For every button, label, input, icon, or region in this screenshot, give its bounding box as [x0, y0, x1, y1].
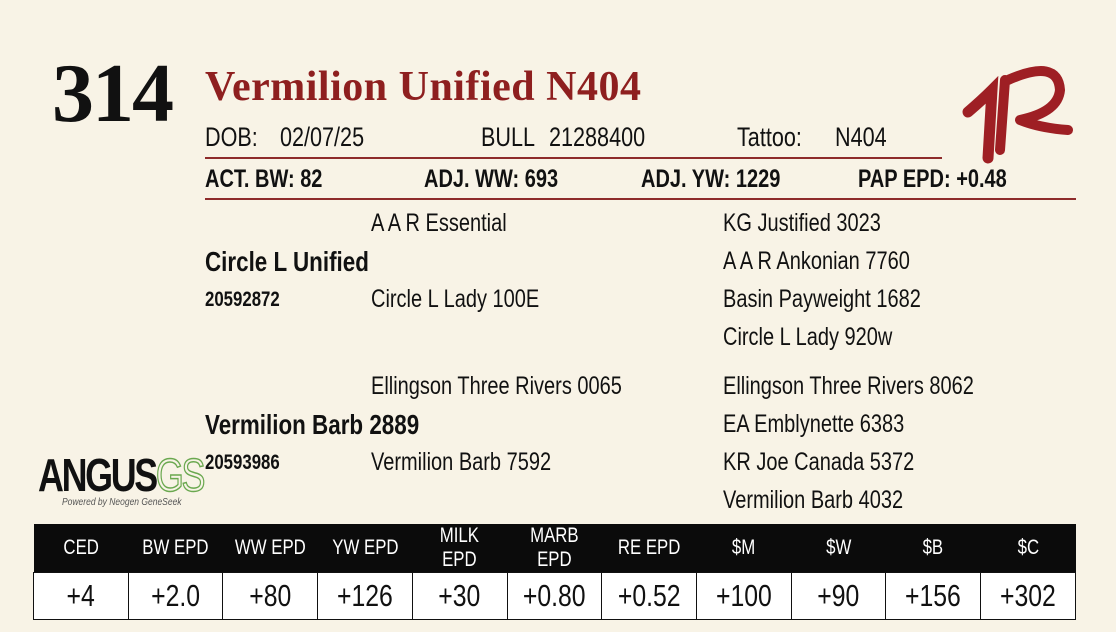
- epd-header: CED: [63, 536, 99, 559]
- epd-header-cell: WW EPD: [222, 524, 318, 573]
- epd-header-cell: $B: [885, 524, 981, 573]
- epd-value-cell: +0.80: [506, 572, 603, 620]
- epd-value-cell: +302: [980, 572, 1076, 620]
- great-grandparent: EA Emblynette 6383: [723, 409, 905, 438]
- performance-value: 693: [524, 165, 559, 193]
- performance-value: 82: [300, 165, 323, 193]
- great-grandparent: KR Joe Canada 5372: [723, 447, 915, 476]
- parent-registration: 20593986: [205, 450, 280, 474]
- epd-value: +126: [337, 578, 393, 613]
- animal-name: Vermilion Unified N404: [205, 64, 642, 110]
- epd-value-cell: +0.52: [601, 572, 698, 620]
- performance-value: +0.48: [956, 165, 1007, 193]
- great-grandparent: Basin Payweight 1682: [723, 284, 921, 313]
- epd-header-cell: $M: [696, 524, 792, 573]
- epd-header: WW EPD: [234, 536, 306, 559]
- epd-value: +2.0: [151, 578, 201, 613]
- great-grandparent: KG Justified 3023: [723, 208, 881, 237]
- epd-value: +30: [438, 578, 481, 613]
- epd-header: RE EPD: [617, 536, 681, 559]
- performance-label: ADJ. YW:: [641, 165, 731, 193]
- parent-name: Vermilion Barb 2889: [205, 409, 420, 440]
- great-grandparent: Ellingson Three Rivers 8062: [723, 371, 974, 400]
- great-grandparent: A A R Ankonian 7760: [723, 246, 910, 275]
- epd-value: +156: [905, 578, 962, 613]
- epd-header-cell: YW EPD: [317, 524, 413, 573]
- epd-header: BW EPD: [142, 536, 209, 559]
- epd-value: +80: [249, 578, 292, 613]
- epd-header: $C: [1017, 536, 1039, 559]
- epd-value-cell: +90: [790, 572, 887, 620]
- epd-value-cell: +100: [696, 572, 792, 620]
- epd-header: YW EPD: [331, 536, 399, 559]
- granddam: Vermilion Barb 7592: [371, 447, 552, 476]
- lot-number: 314: [52, 47, 174, 140]
- logo-suffix: GS: [155, 449, 206, 501]
- epd-value-cell: +2.0: [127, 572, 224, 620]
- brand-mark: [962, 66, 1073, 164]
- performance-label: PAP EPD:: [858, 165, 951, 193]
- epd-value: +0.80: [523, 578, 586, 613]
- performance-value: 1229: [735, 165, 781, 193]
- performance-item: PAP EPD: +0.48: [858, 167, 1007, 192]
- epd-header-cell: $W: [791, 524, 886, 573]
- dob: 02/07/25: [280, 122, 365, 152]
- epd-value: +0.52: [617, 578, 681, 613]
- epd-value-cell: +156: [885, 572, 982, 620]
- performance-label: ADJ. WW:: [424, 165, 520, 193]
- dob-label: DOB:: [205, 122, 258, 152]
- sex: BULL: [481, 122, 536, 152]
- epd-value: +302: [1000, 578, 1057, 613]
- epd-value: +90: [817, 578, 860, 613]
- performance-item: ACT. BW: 82: [205, 167, 322, 192]
- performance-label: ACT. BW:: [205, 165, 295, 193]
- registration: 21288400: [549, 122, 646, 152]
- epd-header: MARB EPD: [530, 524, 579, 571]
- parent-name: Circle L Unified: [205, 246, 369, 277]
- epd-header-cell: CED: [33, 524, 129, 573]
- performance-item: ADJ. YW: 1229: [641, 167, 780, 192]
- parent-registration: 20592872: [205, 287, 280, 311]
- epd-header: MILK EPD: [440, 524, 480, 571]
- logo: ANGUSGS: [38, 449, 206, 501]
- logo-tagline: Powered by Neogen GeneSeek: [62, 497, 182, 508]
- epd-header: $W: [826, 536, 852, 559]
- grandsire: A A R Essential: [371, 208, 507, 237]
- granddam: Circle L Lady 100E: [371, 284, 540, 313]
- epd-value-cell: +4: [33, 572, 129, 620]
- epd-header-cell: RE EPD: [601, 524, 697, 573]
- epd-header: $M: [732, 536, 756, 559]
- epd-table: CED BW EPD WW EPD YW EPD MILK EPD MARB EPD RE …: [33, 524, 1076, 620]
- tattoo: N404: [835, 122, 887, 152]
- logo-name: ANGUS: [38, 449, 158, 501]
- tattoo-label: Tattoo:: [737, 122, 802, 152]
- epd-value: +4: [66, 578, 95, 613]
- epd-header-cell: $C: [980, 524, 1076, 573]
- epd-value-cell: +30: [411, 572, 508, 620]
- epd-header-cell: BW EPD: [128, 524, 223, 573]
- epd-header-cell: MARB EPD: [507, 524, 602, 573]
- epd-value-cell: +80: [222, 572, 319, 620]
- epd-header: $B: [923, 536, 944, 559]
- great-grandparent: Circle L Lady 920w: [723, 322, 893, 351]
- rule: [205, 157, 942, 159]
- rule: [205, 198, 1076, 200]
- epd-header-cell: MILK EPD: [412, 524, 508, 573]
- performance-item: ADJ. WW: 693: [424, 167, 558, 192]
- epd-value: +100: [715, 578, 772, 613]
- great-grandparent: Vermilion Barb 4032: [723, 485, 904, 514]
- grandsire: Ellingson Three Rivers 0065: [371, 371, 622, 400]
- epd-value-cell: +126: [317, 572, 413, 620]
